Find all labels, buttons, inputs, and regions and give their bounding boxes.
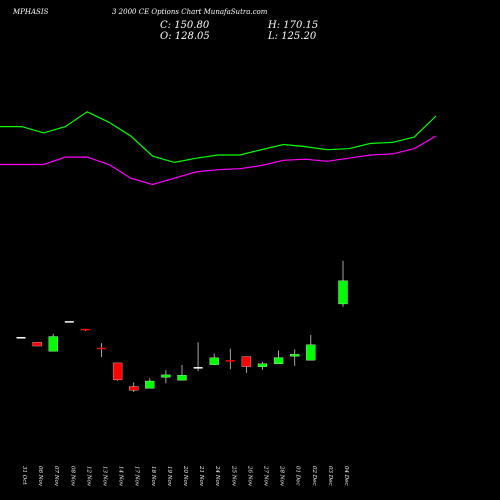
x-tick-label: 27 Nov	[263, 465, 269, 487]
x-tick-label: 03 Dec	[327, 466, 333, 486]
candle-body	[257, 363, 268, 367]
chart-header: MPHASIS 3 2000 CE Options Chart MunafaSu…	[12, 8, 318, 42]
candle-body	[177, 375, 187, 381]
candle	[80, 328, 90, 331]
candle	[97, 343, 106, 358]
candle	[257, 361, 268, 370]
candle-body	[290, 354, 300, 357]
candle	[209, 353, 219, 365]
candle	[193, 342, 203, 372]
upper-band-line	[0, 111, 437, 164]
candle-body	[306, 344, 316, 361]
candle-body	[32, 342, 42, 347]
candle	[225, 348, 235, 370]
candle-body	[273, 357, 284, 364]
x-tick-labels: 31 Oct 06 Nov 07 Nov 08 Nov 12 Nov 13 Nov 14 N…	[21, 465, 349, 487]
x-tick-label: 19 Nov	[166, 466, 172, 487]
chart-subtitle: 3 2000 CE Options Chart MunafaSutra.com	[112, 8, 268, 16]
candle-body	[161, 374, 171, 378]
close-value: C: 150.80	[160, 20, 210, 31]
x-tick-label: 14 Nov	[118, 466, 124, 487]
x-tick-label: 28 Nov	[279, 465, 285, 487]
candles	[16, 260, 348, 392]
x-tick-label: 07 Nov	[53, 466, 59, 487]
candle	[129, 382, 139, 392]
x-tick-label: 18 Nov	[150, 466, 156, 487]
x-tick-label: 24 Nov	[214, 465, 220, 487]
low-value: L: 125.20	[267, 31, 317, 42]
candle	[273, 350, 284, 364]
candle-body	[112, 362, 123, 381]
candle-body	[16, 337, 26, 339]
x-tick-label: 06 Nov	[37, 466, 43, 487]
x-tick-label: 02 Dec	[311, 466, 317, 486]
candle	[306, 334, 316, 361]
candle-body	[129, 386, 139, 391]
candle	[112, 362, 123, 381]
candle	[16, 337, 26, 339]
x-tick-label: 20 Nov	[182, 465, 188, 487]
candle-body	[64, 321, 74, 323]
candle	[48, 333, 58, 352]
candle	[290, 349, 300, 366]
band-lines	[0, 111, 437, 186]
candle-body	[80, 328, 90, 331]
x-tick-label: 08 Nov	[69, 466, 75, 487]
lower-band-line	[0, 135, 437, 186]
candle-body	[48, 336, 58, 352]
x-tick-label: 21 Nov	[198, 465, 204, 487]
candle-body	[225, 360, 235, 362]
candle	[338, 260, 348, 307]
x-tick-label: 26 Nov	[246, 465, 252, 487]
candle	[161, 370, 171, 384]
candle-body	[145, 380, 155, 389]
symbol-label: MPHASIS	[12, 8, 49, 16]
candle	[64, 321, 74, 323]
x-tick-label: 31 Oct	[21, 466, 27, 485]
candle-body	[193, 367, 203, 369]
candle-body	[97, 347, 106, 350]
candle	[177, 364, 187, 381]
candle-body	[338, 280, 348, 305]
candle	[32, 342, 42, 347]
candle-body	[209, 357, 219, 365]
x-tick-label: 17 Nov	[134, 466, 140, 487]
candle-body	[241, 356, 252, 367]
open-value: O: 128.05	[160, 31, 210, 42]
candle	[145, 378, 155, 389]
x-tick-label: 12 Nov	[85, 466, 91, 487]
x-tick-label: 01 Dec	[295, 466, 301, 486]
candle	[241, 356, 252, 373]
x-tick-label: 13 Nov	[102, 466, 108, 487]
x-tick-label: 04 Dec	[343, 466, 349, 486]
high-value: H: 170.15	[267, 20, 318, 31]
x-tick-label: 25 Nov	[230, 465, 236, 487]
